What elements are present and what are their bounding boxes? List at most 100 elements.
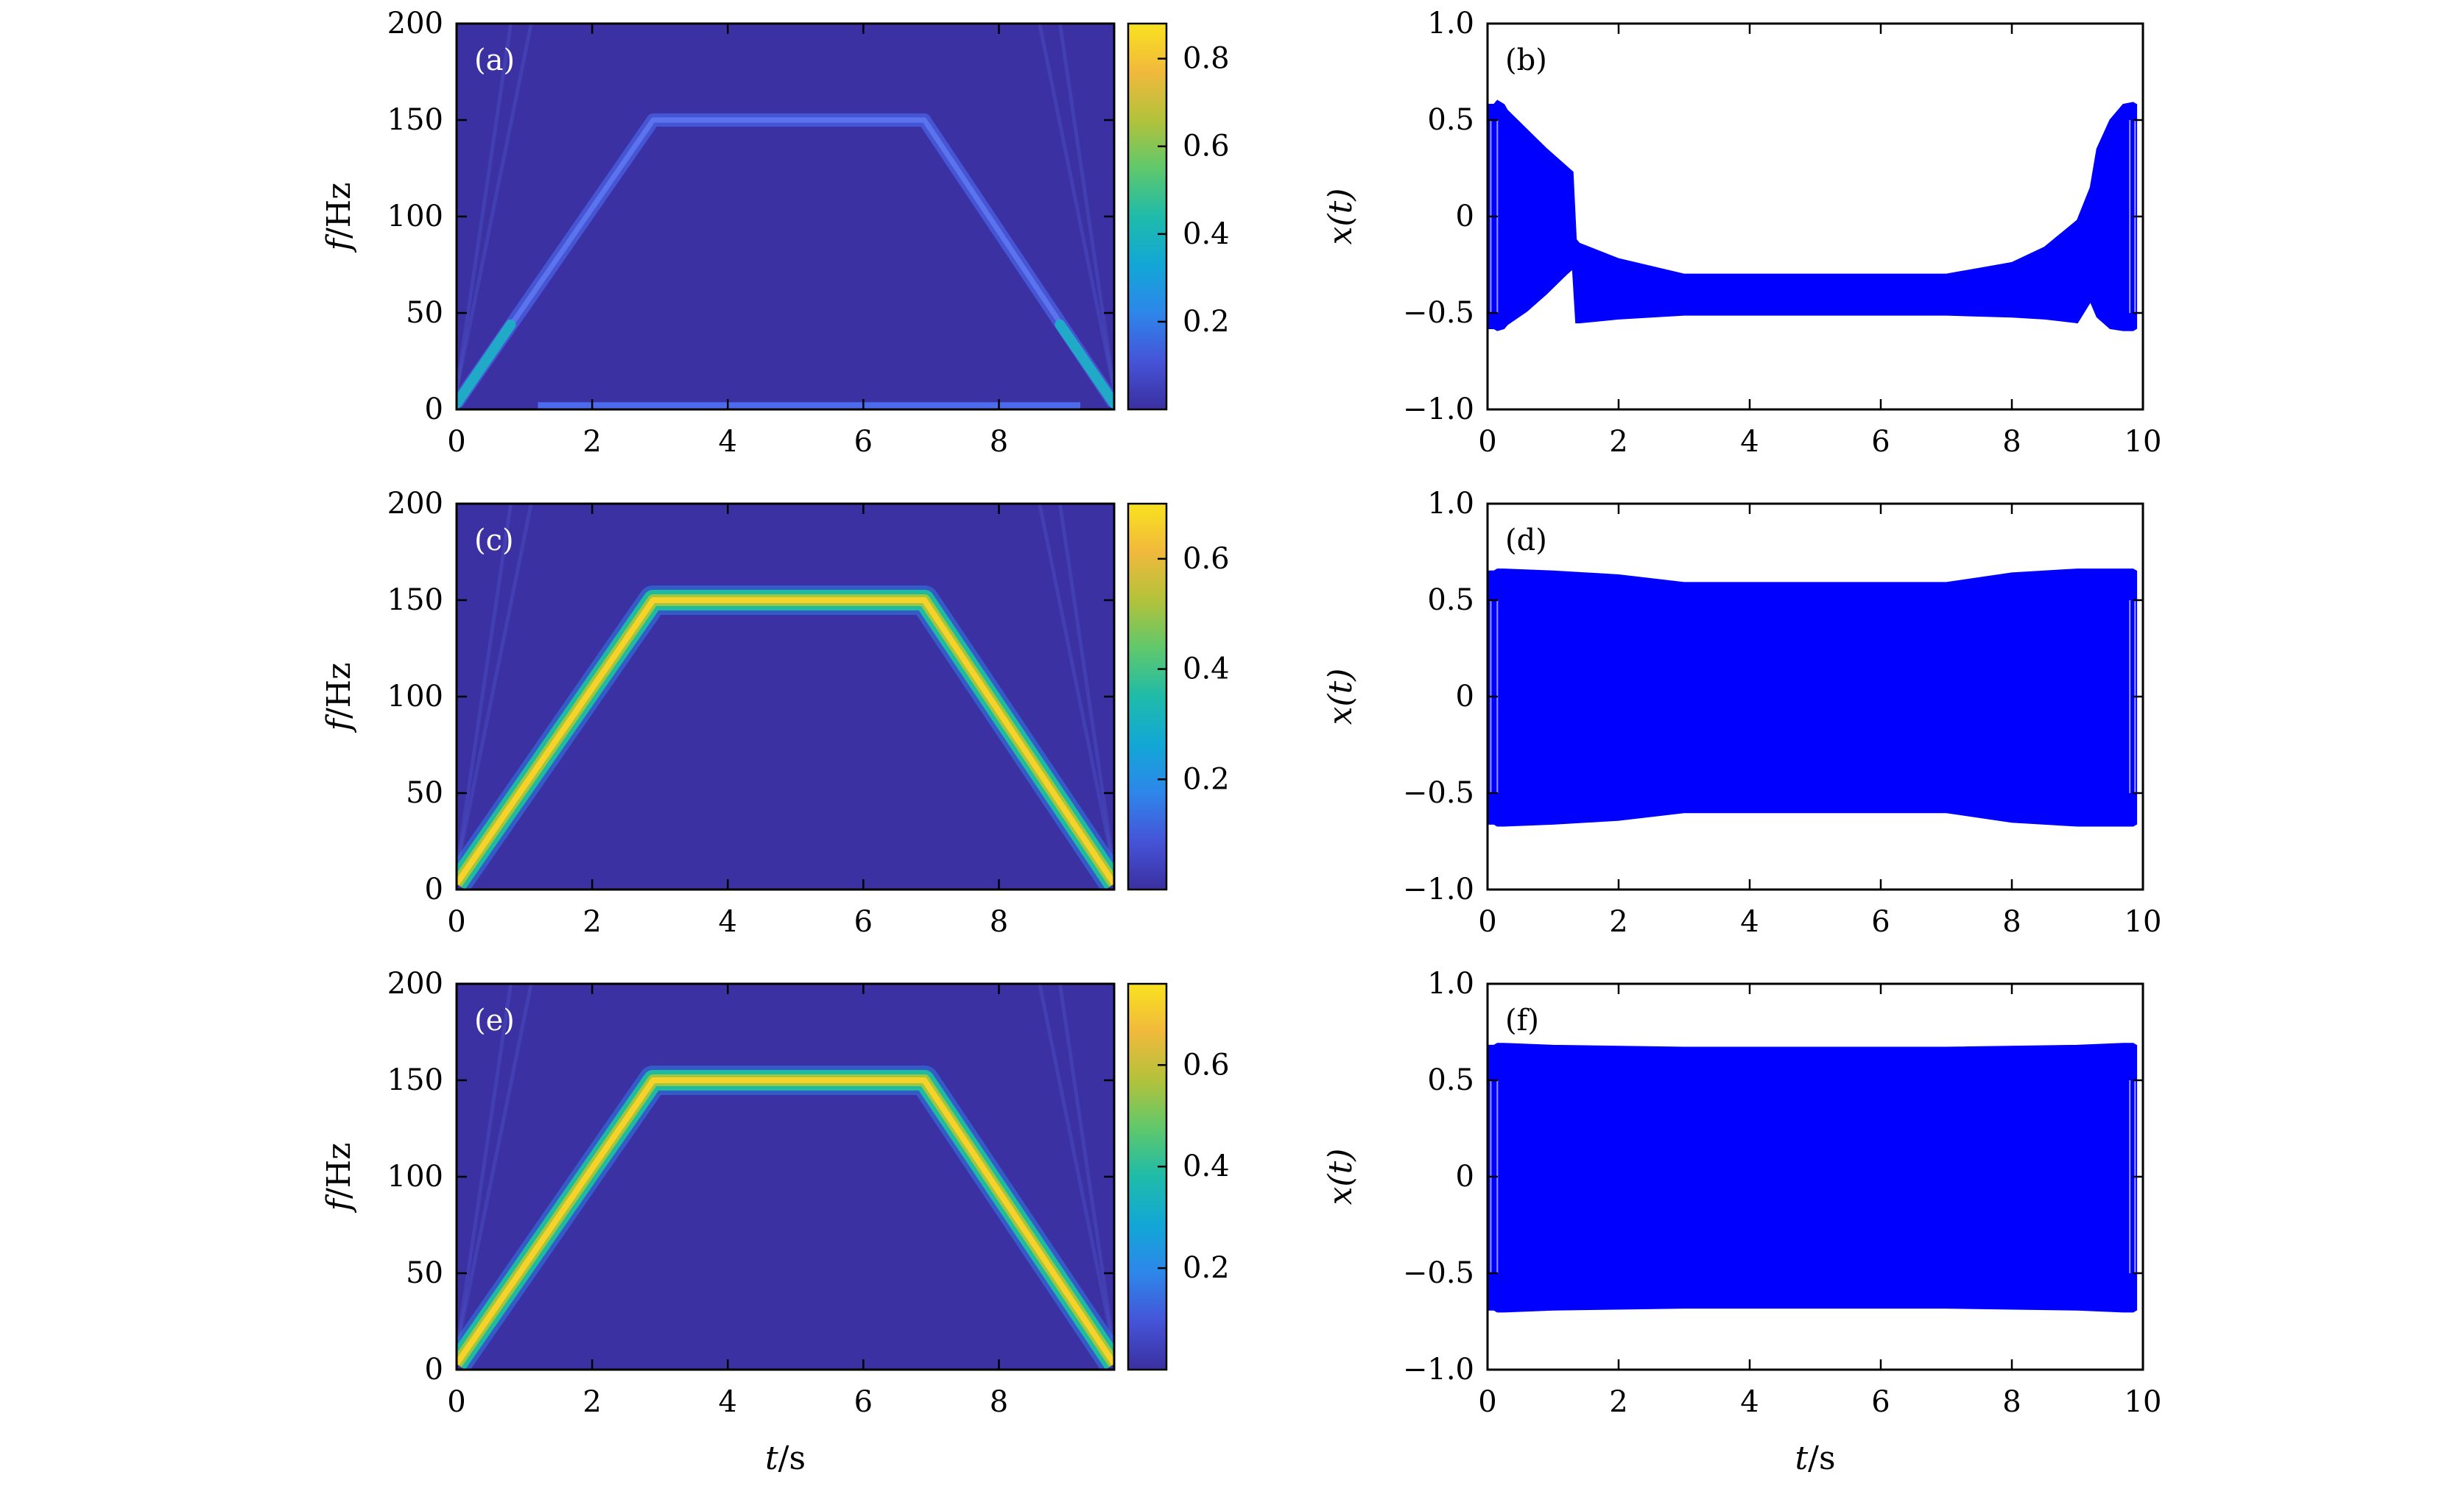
heatmap-background [457,984,1114,1370]
colorbar-tick-label: 0.2 [1183,1251,1230,1285]
y-axis-label: x(t) [1322,189,1359,245]
colorbar-tick-label: 0.4 [1183,1149,1230,1183]
artifact-right-1 [1038,504,1114,871]
panel-label: (a) [474,43,515,77]
x-tick-label: 8 [2002,1385,2021,1419]
y-tick-label: 200 [387,487,443,521]
y-tick-label: 0 [1456,680,1474,714]
x-axis-label: t/s [1795,1440,1835,1477]
x-tick-label: 4 [1740,1385,1759,1419]
x-tick-label: 4 [719,1385,737,1419]
x-tick-label: 10 [2125,425,2162,459]
x-tick-label: 8 [990,1385,1008,1419]
x-tick-label: 6 [1871,905,1890,939]
ridge-core [457,117,1114,406]
x-tick-label: 2 [582,905,601,939]
ridge-core [457,597,1114,886]
y-tick-label: 100 [387,200,443,233]
y-tick-label: 50 [406,776,443,810]
y-tick-label: 200 [387,967,443,1001]
x-tick-label: 6 [854,425,873,459]
x-tick-label: 10 [2125,1385,2162,1419]
y-axis-label: x(t) [1322,1149,1359,1205]
x-tick-label: 0 [1478,1385,1496,1419]
x-tick-label: 8 [990,425,1008,459]
x-tick-label: 6 [854,1385,873,1419]
artifact-left-0 [457,984,513,1351]
y-tick-label: 50 [406,296,443,330]
y-tick-label: 0 [425,392,443,426]
x-tick-label: 0 [447,1385,465,1419]
colorbar-tick-label: 0.6 [1183,542,1230,576]
panel-label: (d) [1505,524,1547,557]
y-tick-label: −1.0 [1403,392,1474,426]
y-axis-label: f/Hz [320,663,358,733]
y-tick-label: 150 [387,583,443,617]
y-tick-label: −1.0 [1403,1353,1474,1387]
y-tick-label: 150 [387,103,443,137]
y-tick-label: 150 [387,1063,443,1097]
artifact-right-1 [1038,984,1114,1351]
y-tick-label: 0.5 [1427,103,1474,137]
y-axis-label-unit: (t) [1322,669,1359,707]
ridge-onset-right [1055,319,1114,409]
y-axis-label-unit: /Hz [320,183,358,239]
signal-envelope [1487,568,2138,827]
heatmap-background [457,504,1114,890]
colorbar-tick-label: 0.4 [1183,652,1230,686]
colorbar-tick-label: 0.8 [1183,42,1230,76]
colorbar-tick-label: 0.6 [1183,1048,1230,1082]
x-axis-label: t/s [765,1440,806,1477]
artifact-right-0 [1057,24,1114,391]
y-tick-label: 0.5 [1427,583,1474,617]
x-tick-label: 4 [1740,425,1759,459]
plot-background [1488,24,2143,409]
x-tick-label: 8 [2002,425,2021,459]
y-tick-label: 50 [406,1256,443,1290]
x-tick-label: 0 [1478,425,1496,459]
panel-label-box [1498,1000,1564,1043]
heatmap-content [457,504,1114,890]
y-tick-label: 100 [387,1160,443,1194]
y-axis-label-unit: (t) [1322,1149,1359,1187]
colorbar-tick-label: 0.6 [1183,130,1230,163]
x-axis-label-var: t [765,1440,778,1477]
heatmap-background [457,24,1114,409]
panel-label-box [1498,520,1564,563]
signal-envelope [1487,99,2138,331]
y-axis-label: f/Hz [320,183,358,253]
x-tick-label: 6 [1871,1385,1890,1419]
x-tick-label: 8 [2002,905,2021,939]
x-axis-label-unit: /s [778,1440,806,1477]
colorbar-tick-label: 0.2 [1183,762,1230,796]
x-tick-label: 0 [447,905,465,939]
x-tick-label: 4 [719,905,737,939]
x-tick-label: 2 [1609,1385,1627,1419]
panel-e: 0 2 4 6 8 0 50 100 150 200 (e) f/Hz 0.2 0.4 0.6 t/s [320,967,1230,1477]
y-tick-label: 1.0 [1427,967,1474,1001]
colorbar-frame [1127,502,1168,891]
panel-label: (f) [1505,1004,1539,1038]
y-tick-label: 1.0 [1427,7,1474,41]
artifact-left-1 [457,504,533,871]
y-axis-label-var: x [1322,706,1359,725]
x-tick-label: 0 [447,425,465,459]
y-axis-label-unit: /Hz [320,663,358,719]
colorbar-tick-label: 0.2 [1183,305,1230,339]
panel-b: 0 2 4 6 8 10 1.0 0.5 0 −0.5 −1.0 (b) x(t) [1322,7,2162,459]
y-tick-label: 0 [425,1353,443,1387]
x-tick-label: 2 [582,1385,601,1419]
artifact-right-0 [1057,504,1114,871]
y-tick-label: −1.0 [1403,873,1474,906]
y-tick-label: −0.5 [1403,776,1474,810]
y-tick-label: 0 [425,873,443,906]
y-axis-label: x(t) [1322,669,1359,725]
panel-label-box [1498,40,1564,82]
x-tick-label: 4 [1740,905,1759,939]
panel-label: (e) [474,1004,515,1038]
y-tick-label: 1.0 [1427,487,1474,521]
y-axis-label-var: x [1322,1186,1359,1205]
y-axis-label-var: x [1322,226,1359,244]
x-tick-label: 6 [854,905,873,939]
y-tick-label: 200 [387,7,443,41]
